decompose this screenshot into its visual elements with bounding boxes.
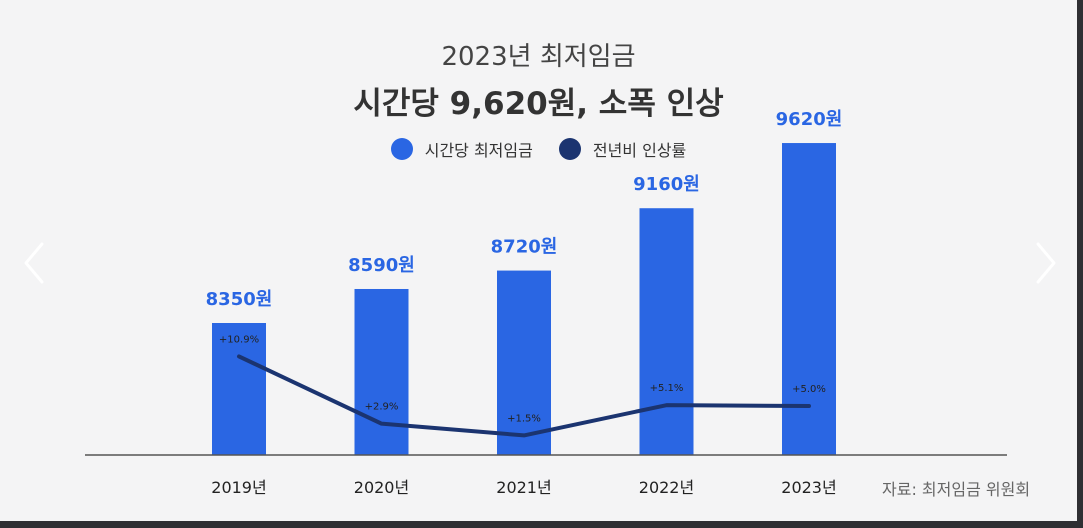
line-value-label: +5.1% (650, 383, 684, 394)
legend-bar-swatch (390, 138, 413, 160)
x-tick-label: 2019년 (211, 478, 266, 497)
growth-rate-line (237, 354, 811, 438)
x-tick-label: 2020년 (354, 478, 409, 497)
bar-value-label: 9620원 (776, 109, 843, 130)
bar (212, 323, 266, 455)
bar-value-label: 9160원 (633, 174, 700, 195)
source-note: 자료: 최저임금 위원회 (882, 480, 1031, 499)
next-slide-button[interactable] (1030, 240, 1060, 286)
x-tick-label: 2022년 (639, 478, 694, 497)
bar (497, 270, 551, 455)
chevron-right-icon (1036, 242, 1056, 284)
legend-item-line[interactable]: 전년비 인상률 (558, 137, 687, 161)
bar (639, 208, 694, 455)
bar (354, 288, 409, 455)
x-tick-label: 2023년 (781, 478, 836, 497)
chart-legend: 시간당 최저임금 전년비 인상률 (0, 137, 1077, 161)
line-value-label: +1.5% (507, 413, 541, 424)
chart-title: 시간당 9,620원, 소폭 인상 (353, 86, 724, 122)
bar (782, 143, 836, 455)
line-value-label: +5.0% (792, 384, 826, 395)
x-tick-label: 2021년 (496, 478, 551, 497)
line-value-label: +10.9% (219, 334, 259, 345)
bar-value-label: 8350원 (206, 289, 273, 310)
bar-value-label: 8590원 (348, 255, 415, 276)
bar-value-label: 8720원 (491, 237, 558, 258)
legend-item-bar[interactable]: 시간당 최저임금 (390, 137, 533, 161)
legend-line-swatch (558, 138, 581, 160)
prev-slide-button[interactable] (20, 240, 50, 286)
legend-line-label: 전년비 인상률 (592, 141, 687, 160)
chart-subtitle: 2023년 최저임금 (441, 42, 636, 72)
line-value-label: +2.9% (365, 402, 399, 413)
legend-bar-label: 시간당 최저임금 (424, 141, 533, 160)
chevron-left-icon (24, 242, 44, 284)
